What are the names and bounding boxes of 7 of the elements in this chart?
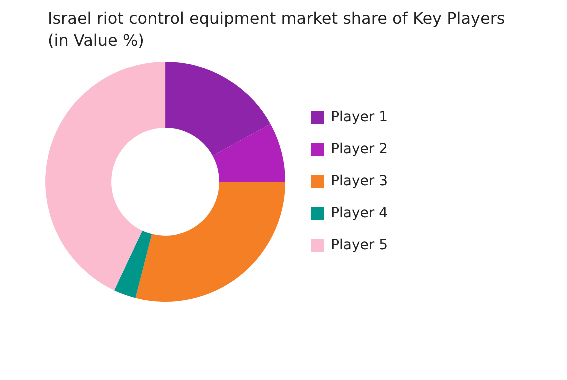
legend-label: Player 5 <box>331 238 388 254</box>
legend-label: Player 3 <box>331 174 388 190</box>
legend-label: Player 1 <box>331 110 388 126</box>
chart-title: Israel riot control equipment market share of Key Players <box>48 8 506 30</box>
legend-label: Player 2 <box>331 142 388 158</box>
legend-label: Player 4 <box>331 206 388 222</box>
chart-subtitle: (in Value %) <box>48 30 146 52</box>
